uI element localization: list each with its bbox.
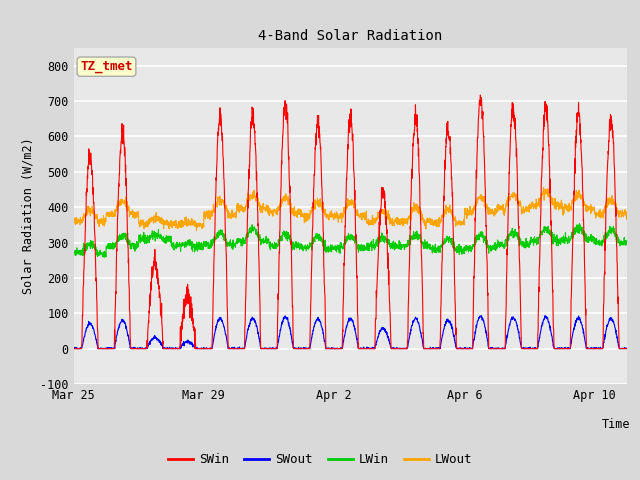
Legend: SWin, SWout, LWin, LWout: SWin, SWout, LWin, LWout bbox=[163, 448, 477, 471]
Y-axis label: Solar Radiation (W/m2): Solar Radiation (W/m2) bbox=[22, 138, 35, 294]
Text: TZ_tmet: TZ_tmet bbox=[80, 60, 132, 73]
X-axis label: Time: Time bbox=[602, 418, 630, 431]
Title: 4-Band Solar Radiation: 4-Band Solar Radiation bbox=[259, 29, 442, 43]
